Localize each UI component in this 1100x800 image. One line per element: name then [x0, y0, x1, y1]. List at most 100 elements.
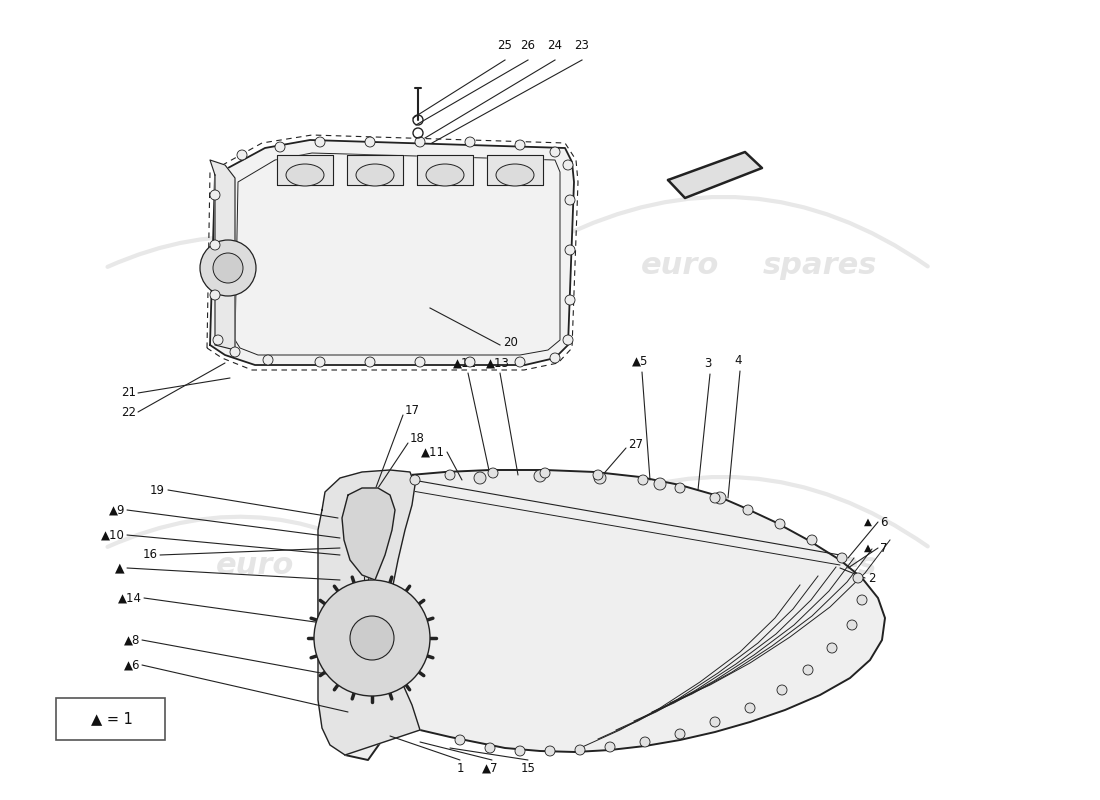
Circle shape	[776, 519, 785, 529]
Circle shape	[315, 357, 324, 367]
Circle shape	[565, 245, 575, 255]
Circle shape	[565, 195, 575, 205]
Text: ▲9: ▲9	[109, 503, 125, 517]
Circle shape	[350, 616, 394, 660]
Circle shape	[415, 137, 425, 147]
Text: 24: 24	[548, 39, 562, 52]
Polygon shape	[417, 155, 473, 185]
Ellipse shape	[286, 164, 324, 186]
Circle shape	[710, 493, 720, 503]
Circle shape	[563, 335, 573, 345]
Circle shape	[415, 357, 425, 367]
Circle shape	[210, 290, 220, 300]
Polygon shape	[277, 155, 333, 185]
Text: ▲: ▲	[116, 562, 125, 574]
Circle shape	[563, 160, 573, 170]
Text: 6: 6	[880, 515, 888, 529]
Circle shape	[857, 595, 867, 605]
Polygon shape	[668, 152, 762, 198]
Circle shape	[446, 470, 455, 480]
Text: 23: 23	[574, 39, 590, 52]
Circle shape	[837, 553, 847, 563]
Text: spares: spares	[333, 270, 448, 299]
Text: ▲13: ▲13	[486, 357, 510, 370]
Circle shape	[236, 150, 248, 160]
Polygon shape	[346, 155, 403, 185]
Circle shape	[315, 137, 324, 147]
Text: 26: 26	[520, 39, 536, 52]
Text: ▲5: ▲5	[631, 355, 648, 368]
Circle shape	[710, 717, 720, 727]
Polygon shape	[342, 488, 395, 580]
Ellipse shape	[496, 164, 534, 186]
Circle shape	[455, 735, 465, 745]
Text: 16: 16	[143, 549, 158, 562]
Circle shape	[410, 475, 420, 485]
Text: 20: 20	[503, 335, 518, 349]
Circle shape	[593, 470, 603, 480]
Text: ▲: ▲	[864, 543, 872, 553]
Polygon shape	[210, 140, 574, 365]
Circle shape	[594, 472, 606, 484]
Circle shape	[465, 137, 475, 147]
Circle shape	[638, 475, 648, 485]
Circle shape	[275, 142, 285, 152]
Circle shape	[852, 573, 864, 583]
Text: 7: 7	[880, 542, 888, 554]
Circle shape	[803, 665, 813, 675]
FancyArrowPatch shape	[558, 477, 927, 546]
Circle shape	[540, 468, 550, 478]
Circle shape	[474, 472, 486, 484]
Polygon shape	[318, 470, 420, 755]
Circle shape	[807, 535, 817, 545]
Text: 4: 4	[735, 354, 741, 367]
Circle shape	[605, 742, 615, 752]
Circle shape	[742, 505, 754, 515]
Text: ▲7: ▲7	[482, 762, 498, 775]
Circle shape	[200, 240, 256, 296]
FancyBboxPatch shape	[56, 698, 165, 740]
Ellipse shape	[356, 164, 394, 186]
Text: 21: 21	[121, 386, 136, 399]
Polygon shape	[318, 470, 886, 760]
Text: 25: 25	[497, 39, 513, 52]
Circle shape	[550, 353, 560, 363]
Circle shape	[210, 190, 220, 200]
Circle shape	[515, 140, 525, 150]
Text: 22: 22	[121, 406, 136, 418]
Text: euro: euro	[641, 250, 719, 279]
Circle shape	[654, 478, 666, 490]
Text: spares: spares	[343, 550, 458, 579]
Circle shape	[314, 580, 430, 696]
Circle shape	[640, 737, 650, 747]
Circle shape	[263, 355, 273, 365]
Text: 1: 1	[456, 762, 464, 775]
Circle shape	[465, 357, 475, 367]
Circle shape	[565, 295, 575, 305]
Text: euro: euro	[641, 550, 719, 579]
FancyArrowPatch shape	[108, 237, 422, 303]
Circle shape	[213, 253, 243, 283]
Text: euro: euro	[216, 550, 294, 579]
Circle shape	[230, 347, 240, 357]
Text: euro: euro	[216, 270, 294, 299]
Text: ▲: ▲	[864, 517, 872, 527]
Circle shape	[515, 357, 525, 367]
Text: ▲ = 1: ▲ = 1	[91, 711, 133, 726]
Circle shape	[575, 745, 585, 755]
Circle shape	[745, 703, 755, 713]
Text: spares: spares	[762, 550, 877, 579]
Text: 19: 19	[150, 483, 165, 497]
Text: ▲12: ▲12	[453, 357, 477, 370]
Circle shape	[675, 729, 685, 739]
Circle shape	[365, 357, 375, 367]
Circle shape	[485, 743, 495, 753]
Text: ▲11: ▲11	[421, 446, 446, 458]
Circle shape	[213, 335, 223, 345]
Circle shape	[714, 492, 726, 504]
Text: 27: 27	[628, 438, 643, 451]
Polygon shape	[210, 160, 235, 350]
Circle shape	[777, 685, 786, 695]
Polygon shape	[487, 155, 543, 185]
Circle shape	[675, 483, 685, 493]
